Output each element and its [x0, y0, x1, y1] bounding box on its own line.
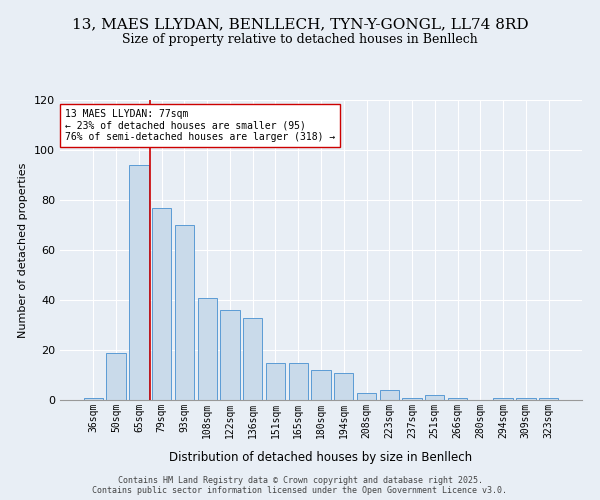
Text: Distribution of detached houses by size in Benllech: Distribution of detached houses by size …: [169, 451, 473, 464]
Bar: [152, 208, 172, 400]
Bar: [539, 398, 558, 400]
Bar: [220, 310, 239, 400]
Bar: [403, 398, 422, 400]
Bar: [266, 362, 285, 400]
Bar: [129, 165, 149, 400]
Bar: [448, 398, 467, 400]
Bar: [243, 318, 262, 400]
Bar: [380, 390, 399, 400]
Text: Contains HM Land Registry data © Crown copyright and database right 2025.
Contai: Contains HM Land Registry data © Crown c…: [92, 476, 508, 495]
Bar: [425, 395, 445, 400]
Bar: [197, 298, 217, 400]
Y-axis label: Number of detached properties: Number of detached properties: [19, 162, 28, 338]
Bar: [311, 370, 331, 400]
Bar: [357, 392, 376, 400]
Text: 13 MAES LLYDAN: 77sqm
← 23% of detached houses are smaller (95)
76% of semi-deta: 13 MAES LLYDAN: 77sqm ← 23% of detached …: [65, 109, 335, 142]
Bar: [493, 398, 513, 400]
Text: Size of property relative to detached houses in Benllech: Size of property relative to detached ho…: [122, 32, 478, 46]
Bar: [289, 362, 308, 400]
Bar: [334, 372, 353, 400]
Text: 13, MAES LLYDAN, BENLLECH, TYN-Y-GONGL, LL74 8RD: 13, MAES LLYDAN, BENLLECH, TYN-Y-GONGL, …: [71, 18, 529, 32]
Bar: [175, 225, 194, 400]
Bar: [84, 398, 103, 400]
Bar: [106, 352, 126, 400]
Bar: [516, 398, 536, 400]
